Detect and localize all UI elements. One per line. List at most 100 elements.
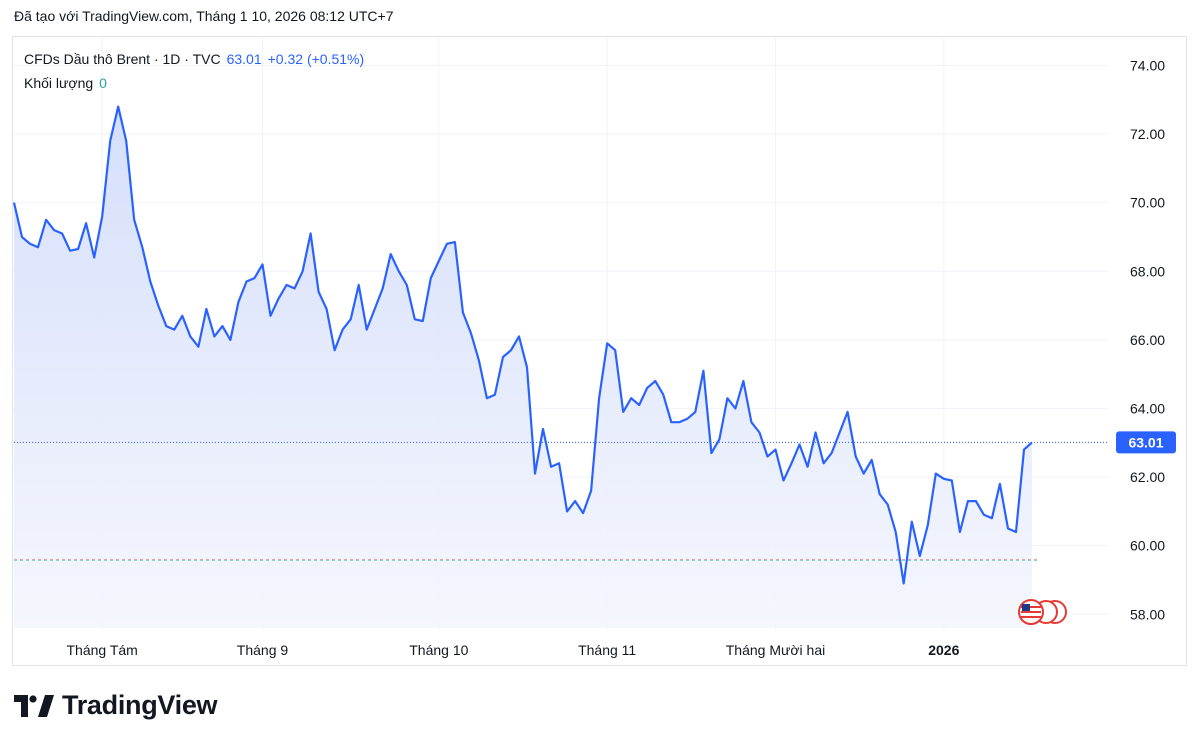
price-point [150, 281, 151, 282]
price-point [46, 219, 47, 220]
price-point [751, 422, 752, 423]
price-point [486, 398, 487, 399]
tradingview-brand: TradingView [62, 690, 218, 720]
price-point [318, 291, 319, 292]
price-point [623, 411, 624, 412]
chart-attribution: Đã tạo với TradingView.com, Tháng 1 10, … [14, 8, 394, 24]
symbol-title[interactable]: CFDs Dầu thô Brent · 1D · TVC [24, 51, 221, 67]
y-tick-label: 64.00 [1130, 400, 1165, 416]
tradingview-logo-icon [14, 694, 54, 717]
price-point [462, 312, 463, 313]
price-point [943, 478, 944, 479]
last-price-badge [1116, 431, 1176, 454]
price-point [895, 531, 896, 532]
price-point [831, 453, 832, 454]
price-point [390, 254, 391, 255]
price-point [278, 298, 279, 299]
price-point [615, 350, 616, 351]
price-point [190, 336, 191, 337]
price-point [583, 513, 584, 514]
price-point [647, 387, 648, 388]
price-point [262, 264, 263, 265]
last-price-value: 63.01 [226, 51, 262, 67]
y-tick-label: 62.00 [1130, 469, 1165, 485]
price-point [102, 216, 103, 217]
last-price-label: 63.01 [1128, 434, 1163, 450]
price-point [230, 339, 231, 340]
price-point [855, 456, 856, 457]
price-point [174, 329, 175, 330]
y-tick-label: 66.00 [1130, 332, 1165, 348]
price-point [1015, 531, 1016, 532]
price-point [198, 346, 199, 347]
price-point [126, 140, 127, 141]
price-point [983, 514, 984, 515]
tradingview-logo[interactable]: TradingView [14, 690, 218, 721]
price-point [214, 336, 215, 337]
y-tick-label: 58.00 [1130, 606, 1165, 622]
price-point [182, 315, 183, 316]
price-point [254, 278, 255, 279]
price-point [575, 501, 576, 502]
price-point [342, 329, 343, 330]
price-point [703, 370, 704, 371]
price-point [422, 320, 423, 321]
price-point [334, 350, 335, 351]
price-point [110, 140, 111, 141]
price-point [37, 247, 38, 248]
price-point [430, 278, 431, 279]
price-point [671, 422, 672, 423]
price-point [526, 367, 527, 368]
price-point [502, 356, 503, 357]
event-flags-icon[interactable] [1018, 599, 1067, 625]
price-point [959, 531, 960, 532]
reference-lines [14, 441, 1108, 561]
price-point [398, 271, 399, 272]
price-point [599, 398, 600, 399]
price-point [927, 525, 928, 526]
time-axis: Tháng Tám Tháng 9 Tháng 10 Tháng 11 Tháng Mư… [67, 642, 960, 658]
x-tick-label: 2026 [928, 642, 959, 658]
x-tick-label: Tháng Tám [67, 642, 138, 658]
price-point [735, 408, 736, 409]
price-point [286, 284, 287, 285]
price-point [406, 284, 407, 285]
price-axis: 74.00 72.00 70.00 68.00 66.00 64.00 62.00 60.00… [1130, 57, 1165, 622]
price-point [631, 398, 632, 399]
price-point [839, 432, 840, 433]
price-point [815, 432, 816, 433]
price-point [454, 242, 455, 243]
price-point [21, 236, 22, 237]
price-line [12, 105, 1033, 585]
price-point [687, 418, 688, 419]
price-point [534, 473, 535, 474]
price-point [711, 453, 712, 454]
price-point [222, 326, 223, 327]
volume-label[interactable]: Khối lượng [24, 75, 94, 91]
price-point [695, 411, 696, 412]
x-tick-label: Tháng Mười hai [726, 642, 825, 658]
price-point [759, 432, 760, 433]
price-point [863, 473, 864, 474]
price-point [494, 394, 495, 395]
price-point [70, 250, 71, 251]
price-point [847, 411, 848, 412]
price-point [510, 350, 511, 351]
price-point [879, 494, 880, 495]
price-point [743, 380, 744, 381]
price-point [919, 555, 920, 556]
price-point [62, 233, 63, 234]
price-point [29, 243, 30, 244]
price-point [326, 308, 327, 309]
price-point [663, 394, 664, 395]
price-point [246, 281, 247, 282]
price-area-fill [14, 106, 1032, 629]
price-point [294, 288, 295, 289]
price-point [166, 326, 167, 327]
y-tick-label: 72.00 [1130, 126, 1165, 142]
x-tick-label: Tháng 11 [578, 642, 636, 658]
price-change: +0.32 (+0.51%) [267, 51, 365, 67]
price-point [414, 319, 415, 320]
price-point [559, 463, 560, 464]
